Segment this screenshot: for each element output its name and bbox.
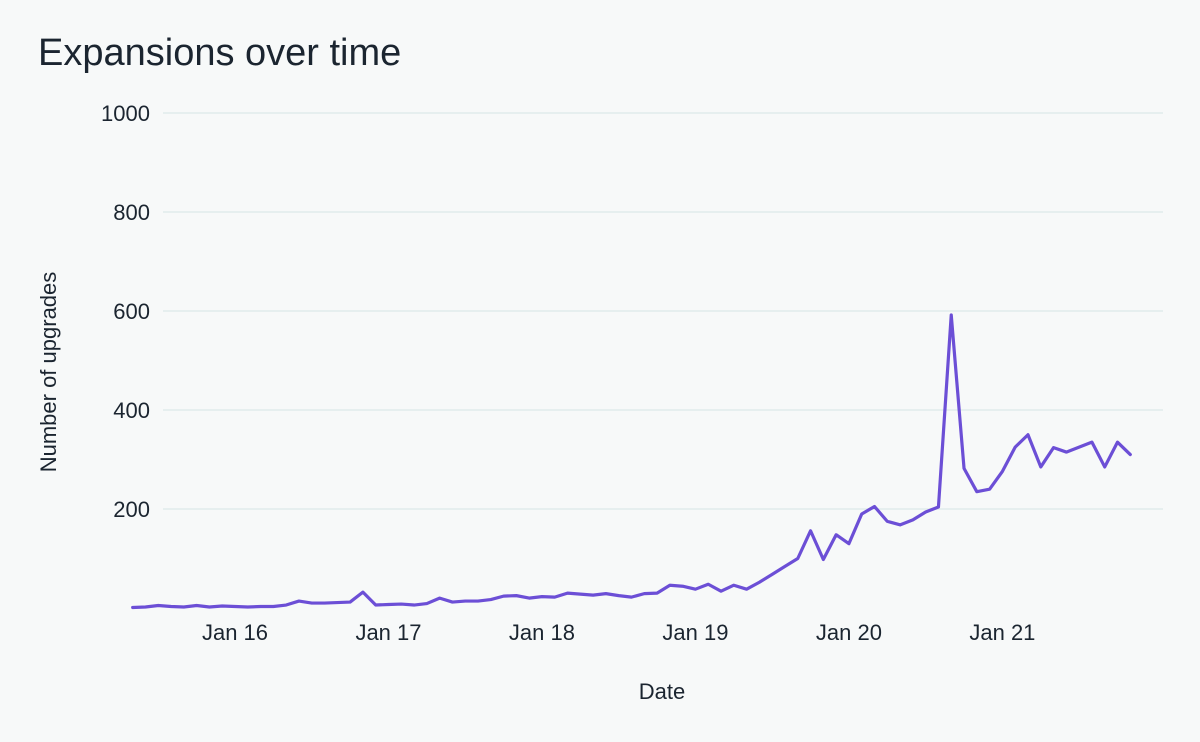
data-point — [629, 595, 633, 599]
data-point — [195, 604, 199, 608]
data-point — [143, 605, 147, 609]
data-point — [476, 599, 480, 603]
data-point — [361, 590, 365, 594]
data-point — [1128, 453, 1132, 457]
data-point — [873, 505, 877, 509]
data-point — [770, 572, 774, 576]
y-tick-label: 1000 — [101, 101, 150, 126]
data-point — [399, 602, 403, 606]
data-point — [617, 594, 621, 598]
data-point — [847, 542, 851, 546]
x-axis-title: Date — [639, 679, 685, 704]
data-point — [860, 512, 864, 516]
data-point — [233, 605, 237, 609]
data-point — [1039, 465, 1043, 469]
y-axis-title: Number of upgrades — [36, 272, 61, 473]
y-axis-ticks: 200 400 600 800 1000 — [101, 101, 150, 522]
data-point — [578, 592, 582, 596]
data-point — [284, 603, 288, 607]
data-point — [438, 596, 442, 600]
data-point — [182, 605, 186, 609]
data-point — [693, 587, 697, 591]
y-tick-label: 200 — [113, 497, 150, 522]
x-axis-ticks: Jan 16 Jan 17 Jan 18 Jan 19 Jan 20 Jan 21 — [202, 620, 1035, 645]
data-point — [348, 600, 352, 604]
data-point — [169, 605, 173, 609]
data-point — [1090, 440, 1094, 444]
chart-title: Expansions over time — [38, 32, 402, 74]
data-point — [1052, 446, 1056, 450]
data-point — [591, 593, 595, 597]
data-point — [642, 592, 646, 596]
data-point — [540, 595, 544, 599]
data-point — [655, 591, 659, 595]
x-tick-label: Jan 16 — [202, 620, 268, 645]
data-point — [566, 591, 570, 595]
x-tick-label: Jan 17 — [355, 620, 421, 645]
data-point — [310, 601, 314, 605]
data-point — [988, 487, 992, 491]
y-tick-label: 600 — [113, 299, 150, 324]
data-point — [1116, 440, 1120, 444]
data-point — [271, 605, 275, 609]
data-point — [604, 592, 608, 596]
data-point — [885, 519, 889, 523]
data-point — [719, 589, 723, 593]
data-point — [131, 606, 135, 610]
data-point — [207, 605, 211, 609]
data-point — [1077, 445, 1081, 449]
data-point — [374, 603, 378, 607]
y-tick-label: 800 — [113, 200, 150, 225]
x-tick-label: Jan 20 — [816, 620, 882, 645]
data-point — [936, 505, 940, 509]
data-point — [809, 529, 813, 533]
data-point — [527, 596, 531, 600]
data-point — [681, 584, 685, 588]
data-point — [1103, 465, 1107, 469]
data-point — [502, 594, 506, 598]
data-point — [1064, 450, 1068, 454]
data-point — [463, 599, 467, 603]
data-point — [386, 603, 390, 607]
data-point — [1000, 469, 1004, 473]
data-points — [131, 313, 1133, 610]
data-point — [297, 599, 301, 603]
data-point — [1013, 445, 1017, 449]
data-point — [745, 587, 749, 591]
data-point — [425, 602, 429, 606]
y-tick-label: 400 — [113, 398, 150, 423]
data-point — [949, 313, 953, 317]
data-point — [1026, 433, 1030, 437]
data-point — [450, 600, 454, 604]
data-point — [834, 533, 838, 537]
data-point — [220, 604, 224, 608]
data-point — [553, 595, 557, 599]
data-point — [732, 583, 736, 587]
data-point — [911, 518, 915, 522]
data-point — [489, 598, 493, 602]
data-point — [259, 605, 263, 609]
data-point — [924, 510, 928, 514]
x-tick-label: Jan 19 — [662, 620, 728, 645]
data-point — [796, 557, 800, 561]
data-point — [323, 601, 327, 605]
data-point — [757, 580, 761, 584]
data-point — [335, 601, 339, 605]
data-point — [412, 603, 416, 607]
series-line — [131, 313, 1132, 610]
grid-lines — [163, 112, 1163, 510]
data-point — [246, 605, 250, 609]
data-point — [514, 594, 518, 598]
data-point — [668, 583, 672, 587]
x-tick-label: Jan 18 — [509, 620, 575, 645]
data-point — [783, 564, 787, 568]
data-point — [821, 557, 825, 561]
data-point — [962, 466, 966, 470]
data-point — [975, 490, 979, 494]
x-tick-label: Jan 21 — [969, 620, 1035, 645]
data-point — [898, 523, 902, 527]
data-point — [156, 604, 160, 608]
data-point — [706, 582, 710, 586]
